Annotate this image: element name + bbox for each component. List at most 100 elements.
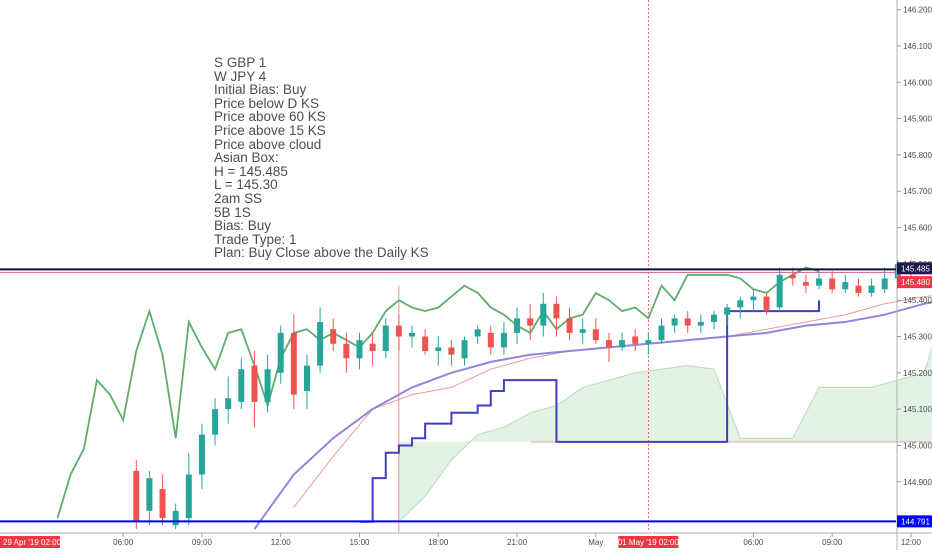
candle-body: [238, 369, 244, 402]
x-tick-label: 12:00: [271, 538, 292, 547]
candle-body: [173, 511, 179, 526]
candle-body: [606, 340, 612, 347]
y-tick-label: 145.300: [903, 333, 932, 342]
x-tick-label: 21:00: [507, 538, 528, 547]
candle-body: [540, 304, 546, 326]
y-tick-label: 145.100: [903, 405, 932, 414]
candle-body: [435, 347, 441, 351]
candle-body: [882, 278, 888, 289]
note-line: Trade Type: 1: [214, 233, 297, 247]
note-line: 2am SS: [214, 192, 262, 206]
x-tick-label: 12:00: [901, 538, 922, 547]
candle-body: [750, 297, 756, 301]
note-line: W JPY 4: [214, 70, 266, 84]
candle-body: [567, 318, 573, 333]
candle-body: [553, 304, 559, 319]
y-tick-label: 145.200: [903, 369, 932, 378]
candle-body: [251, 366, 257, 402]
price-label: 144.791: [897, 515, 932, 527]
candle-body: [409, 333, 415, 337]
candle-body: [370, 344, 376, 351]
candle-body: [527, 318, 533, 325]
y-tick-label: 145.000: [903, 441, 932, 450]
x-cursor-date-text: 01 May '19 02:00: [618, 538, 680, 547]
x-tick-label: 09:00: [192, 538, 213, 547]
note-line: L = 145.30: [214, 178, 278, 192]
candle-body: [855, 286, 861, 293]
candle-body: [317, 322, 323, 366]
note-line: Price above cloud: [214, 138, 321, 152]
note-line: H = 145.485: [214, 165, 288, 179]
candle-body: [462, 340, 468, 358]
note-line: Price above 15 KS: [214, 124, 326, 138]
note-line: Bias: Buy: [214, 219, 271, 233]
candle-body: [186, 475, 192, 519]
candle-body: [593, 329, 599, 340]
candle-body: [265, 369, 271, 402]
candle-body: [672, 318, 678, 325]
x-tick-label: 06:00: [743, 538, 764, 547]
y-tick-label: 146.000: [903, 78, 932, 87]
candle-body: [816, 278, 822, 285]
candle-body: [225, 398, 231, 409]
candle-body: [199, 435, 205, 475]
candle-body: [475, 329, 481, 336]
candle-body: [501, 333, 507, 348]
candle-body: [632, 337, 638, 344]
y-tick-label: 146.200: [903, 6, 932, 15]
price-label: 145.480: [897, 276, 932, 288]
note-line: Plan: Buy Close above the Daily KS: [214, 246, 429, 260]
y-tick-label: 145.900: [903, 115, 932, 124]
candle-body: [711, 315, 717, 322]
candle-body: [777, 275, 783, 308]
note-line: Initial Bias: Buy: [214, 83, 306, 97]
x-start-date-label: 29 Apr '19 02:00: [0, 536, 62, 548]
y-tick-label: 146.100: [903, 42, 932, 51]
candle-body: [645, 340, 651, 344]
candle-body: [160, 489, 166, 518]
candle-body: [488, 333, 494, 348]
candle-body: [790, 275, 796, 279]
y-tick-label: 145.700: [903, 187, 932, 196]
candle-body: [343, 344, 349, 359]
candle-body: [737, 300, 743, 307]
candle-body: [422, 337, 428, 352]
y-tick-label: 144.900: [903, 478, 932, 487]
price-label-text: 145.485: [901, 264, 930, 273]
candle-body: [212, 409, 218, 434]
candle-body: [304, 366, 310, 391]
candle-body: [724, 307, 730, 314]
candle-body: [396, 326, 402, 337]
candle-body: [764, 297, 770, 312]
candle-body: [291, 333, 297, 395]
candle-body: [133, 471, 139, 522]
candle-body: [448, 347, 454, 354]
candle-body: [580, 329, 586, 333]
y-tick-label: 145.400: [903, 296, 932, 305]
price-label-text: 144.791: [901, 517, 930, 526]
price-label: 145.485: [897, 262, 932, 274]
candle-body: [803, 282, 809, 286]
candle-body: [619, 340, 625, 347]
candle-body: [869, 286, 875, 293]
x-tick-label: 09:00: [822, 538, 843, 547]
candle-body: [685, 318, 691, 325]
x-tick-label: 18:00: [428, 538, 449, 547]
candle-body: [278, 333, 284, 373]
candle-body: [330, 329, 336, 344]
price-label-text: 145.480: [901, 278, 930, 287]
y-tick-label: 145.800: [903, 151, 932, 160]
x-tick-label: 06:00: [113, 538, 134, 547]
note-line: 5B 1S: [214, 206, 251, 220]
candle-body: [842, 282, 848, 289]
note-line: S GBP 1: [214, 56, 266, 70]
candle-body: [698, 322, 704, 326]
y-tick-label: 145.600: [903, 224, 932, 233]
x-tick-label: 15:00: [349, 538, 370, 547]
x-tick-label: May: [588, 538, 603, 547]
candle-body: [658, 326, 664, 341]
note-line: Asian Box:: [214, 151, 279, 165]
x-cursor-date-label: 01 May '19 02:00: [618, 536, 680, 548]
